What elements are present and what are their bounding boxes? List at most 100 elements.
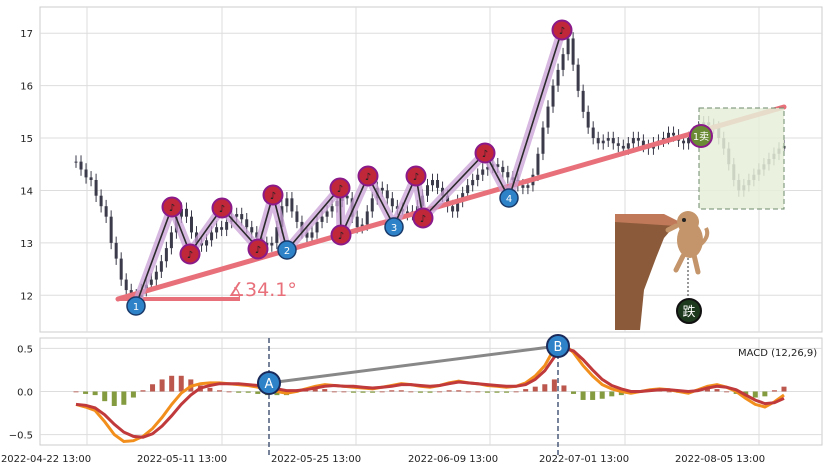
- consolidation-box: [698, 107, 785, 210]
- candle-body: [89, 177, 93, 180]
- candle-body: [245, 219, 249, 228]
- candle-body: [380, 187, 384, 191]
- sell-marker-glyph: ♪: [559, 26, 565, 37]
- macd-histogram-bar: [456, 390, 462, 392]
- x-tick-label: 2022-06-09 13:00: [408, 454, 498, 465]
- macd-histogram-bar: [618, 391, 624, 396]
- sell-marker-glyph: ♪: [169, 203, 175, 214]
- macd-histogram-bar: [513, 391, 519, 393]
- macd-dea-line: [75, 346, 785, 439]
- macd-histogram-bar: [523, 389, 529, 392]
- macd-histogram-bar: [130, 391, 136, 398]
- macd-histogram-bar: [599, 391, 605, 399]
- macd-y-tick: 0.5: [17, 344, 33, 355]
- macd-histogram-bar: [73, 391, 79, 393]
- macd-histogram-bar: [724, 391, 730, 393]
- macd-histogram-bar: [331, 391, 337, 393]
- macd-histogram-bar: [312, 389, 318, 392]
- candle-body: [571, 38, 575, 65]
- climbing-dog-illustration: [665, 211, 710, 298]
- macd-histogram-bar: [542, 384, 548, 392]
- candle-body: [355, 216, 359, 228]
- candle-body: [481, 169, 485, 175]
- candle-body: [109, 216, 113, 243]
- sell-marker-glyph: ♪: [338, 231, 344, 242]
- candle-body: [556, 69, 560, 86]
- divergence-marker: [257, 371, 281, 395]
- macd-histogram-bar: [408, 391, 414, 393]
- candle-body: [606, 138, 610, 141]
- macd-histogram-bar: [111, 391, 117, 406]
- macd-histogram-bar: [494, 391, 500, 393]
- candle-body: [84, 169, 88, 178]
- candle-body: [74, 161, 78, 163]
- candle-body: [596, 138, 600, 144]
- sell-marker-glyph: ♪: [187, 250, 193, 261]
- candle-body: [471, 179, 475, 186]
- divergence-marker: [546, 334, 570, 358]
- candle-body: [561, 54, 565, 70]
- x-tick-label: 2022-08-05 13:00: [675, 454, 765, 465]
- candle-body: [576, 64, 580, 91]
- sell-marker: [262, 184, 284, 206]
- candle-body: [496, 164, 500, 167]
- candle-body: [94, 179, 98, 196]
- buy-marker: [277, 240, 297, 260]
- candle-body: [456, 200, 460, 212]
- sell-marker: [211, 197, 233, 219]
- candle-body: [149, 279, 153, 285]
- candle-body: [104, 206, 108, 217]
- sell-marker: [247, 238, 269, 260]
- x-tick-label: 2022-05-25 13:00: [271, 454, 361, 465]
- candle-body: [536, 153, 540, 175]
- macd-histogram-bar: [83, 391, 89, 394]
- macd-histogram-bar: [465, 391, 471, 393]
- candle-body: [169, 232, 173, 249]
- candle-body: [330, 206, 334, 212]
- candle-body: [501, 166, 505, 173]
- candle-body: [586, 111, 590, 128]
- candle-body: [591, 127, 595, 139]
- macd-histogram-bar: [762, 391, 768, 397]
- candle-body: [365, 211, 369, 225]
- sell-marker: [161, 196, 183, 218]
- candle-body: [541, 127, 545, 154]
- sell-marker: [357, 165, 379, 187]
- candle-body: [476, 174, 480, 180]
- macd-histogram-bar: [752, 391, 758, 398]
- zigzag-line: [135, 29, 563, 306]
- macd-histogram-bar: [484, 391, 490, 393]
- candle-body: [626, 143, 630, 149]
- macd-histogram-bar: [217, 390, 223, 392]
- candle-body: [526, 185, 530, 188]
- macd-histogram-bar: [341, 391, 347, 393]
- candle-body: [184, 208, 188, 217]
- candle-body: [466, 185, 470, 194]
- candle-body: [210, 232, 214, 241]
- candle-body: [154, 271, 158, 280]
- sell-marker-glyph: ♪: [255, 245, 261, 256]
- candle-body: [616, 143, 620, 146]
- macd-histogram-bar: [274, 391, 280, 396]
- down-badge: 跌: [676, 298, 702, 324]
- buy-marker-label: 1: [133, 302, 139, 313]
- candle-body: [601, 140, 605, 144]
- candle-body: [566, 38, 570, 55]
- candle-body: [320, 216, 324, 222]
- macd-histogram-bar: [370, 391, 376, 393]
- macd-histogram-bar: [389, 390, 395, 392]
- candle-body: [431, 179, 435, 186]
- candle-body: [310, 232, 314, 238]
- candle-body: [179, 208, 183, 217]
- divergence-marker-label: A: [265, 377, 274, 392]
- macd-histogram-bar: [446, 390, 452, 392]
- sell-marker: [412, 207, 434, 229]
- candle-body: [446, 195, 450, 207]
- macd-histogram-bar: [178, 375, 184, 392]
- macd-histogram-bar: [169, 375, 175, 392]
- candle-body: [436, 179, 440, 188]
- macd-histogram-bar: [475, 391, 481, 393]
- candle-body: [360, 224, 364, 228]
- macd-histogram-bar: [245, 391, 251, 393]
